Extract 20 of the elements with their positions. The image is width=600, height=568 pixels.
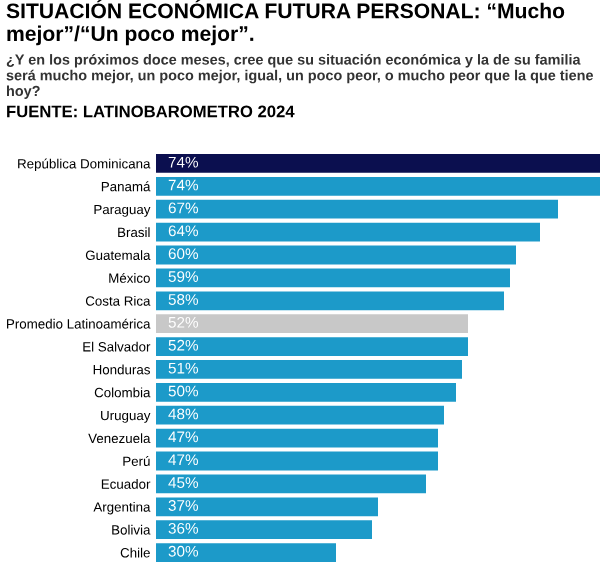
bar bbox=[156, 382, 456, 402]
bar bbox=[156, 268, 510, 288]
bar bbox=[156, 291, 504, 311]
chart-title: SITUACIÓN ECONÓMICA FUTURA PERSONAL: “Mucho mejor”/“Un poco mejor”. bbox=[6, 0, 565, 46]
bar bbox=[156, 405, 444, 425]
bar bbox=[156, 154, 600, 173]
bar bbox=[156, 451, 438, 471]
bar bbox=[156, 337, 468, 356]
bar bbox=[156, 199, 558, 219]
bar bbox=[156, 520, 372, 540]
bar bbox=[156, 222, 540, 242]
bar bbox=[156, 360, 462, 379]
bar bbox=[156, 543, 336, 562]
bar bbox=[156, 497, 378, 517]
bar bbox=[156, 474, 426, 494]
bar bbox=[156, 245, 516, 265]
source-note: FUENTE: LATINOBAROMETRO 2024 bbox=[7, 105, 295, 118]
bar bbox=[156, 314, 468, 334]
bar bbox=[156, 428, 438, 448]
bar bbox=[156, 176, 600, 196]
